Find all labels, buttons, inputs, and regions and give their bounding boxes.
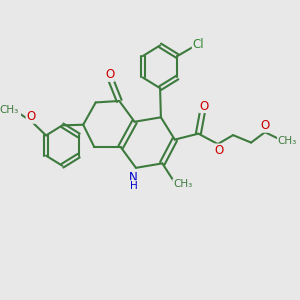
Text: O: O (105, 68, 114, 81)
Text: H: H (130, 181, 138, 191)
Text: O: O (260, 119, 270, 132)
Text: N: N (129, 171, 138, 184)
Text: O: O (214, 144, 223, 157)
Text: CH₃: CH₃ (0, 105, 19, 115)
Text: Cl: Cl (192, 38, 204, 51)
Text: O: O (199, 100, 208, 112)
Text: CH₃: CH₃ (173, 179, 192, 189)
Text: O: O (26, 110, 35, 123)
Text: CH₃: CH₃ (278, 136, 297, 146)
